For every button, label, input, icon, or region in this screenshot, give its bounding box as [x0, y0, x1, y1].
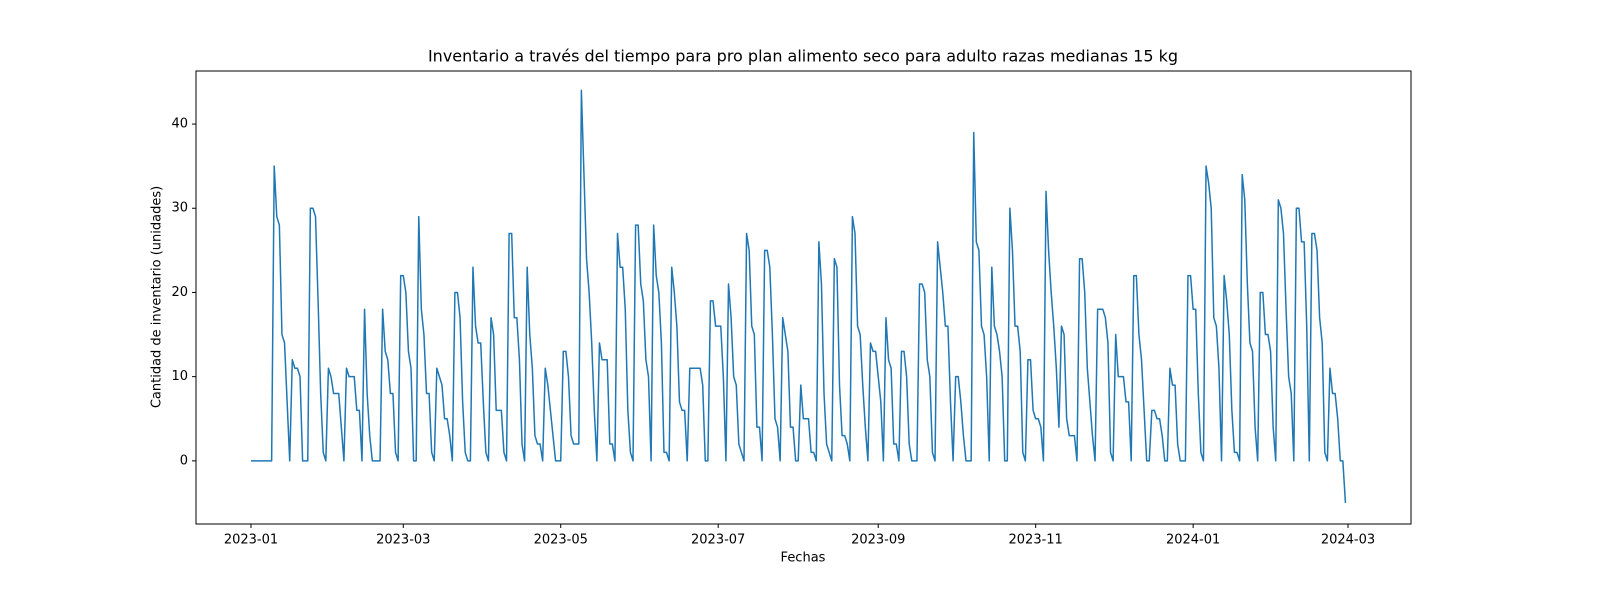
plot-frame [195, 70, 1412, 525]
y-tick-label: 40 [171, 117, 188, 132]
x-tick-label: 2023-11 [1009, 533, 1063, 548]
y-tick-label: 10 [171, 369, 188, 384]
x-tick-label: 2024-01 [1166, 533, 1220, 548]
chart-title: Inventario a través del tiempo para pro … [428, 47, 1178, 66]
x-tick-label: 2023-09 [851, 533, 905, 548]
x-tick-label: 2023-07 [691, 533, 745, 548]
x-tick-label: 2023-05 [534, 533, 588, 548]
y-tick-label: 0 [180, 453, 188, 468]
x-tick-label: 2023-03 [376, 533, 430, 548]
x-tick-label: 2024-03 [1321, 533, 1375, 548]
y-tick-label: 30 [171, 201, 188, 216]
y-tick-label: 20 [171, 285, 188, 300]
x-tick-label: 2023-01 [224, 533, 278, 548]
x-axis-label: Fechas [781, 551, 826, 566]
line-series [250, 89, 1347, 503]
y-axis-label: Cantidad de inventario (unidades) [150, 186, 165, 408]
